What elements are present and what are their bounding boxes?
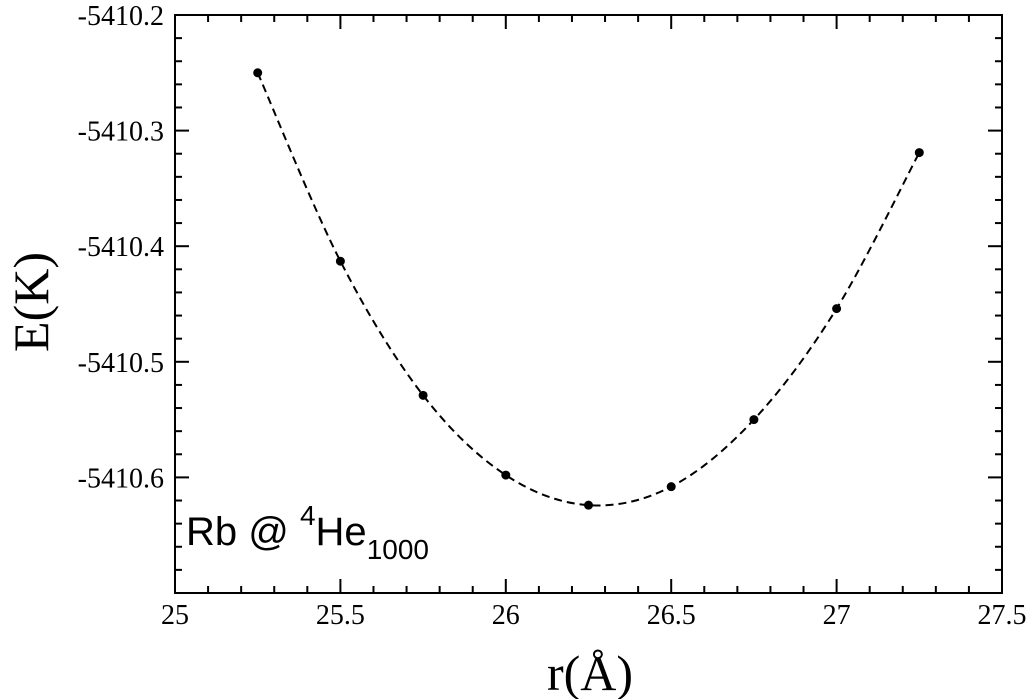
y-tick-label: -5410.5	[78, 348, 164, 379]
y-tick-label: -5410.2	[78, 1, 164, 32]
data-point	[253, 68, 263, 78]
annotation-superscript: 4	[300, 500, 316, 531]
annotation-main: Rb @	[186, 510, 300, 554]
y-axis-label: E(K)	[3, 252, 59, 352]
data-point	[749, 415, 759, 425]
data-point	[418, 390, 428, 400]
data-points	[253, 68, 924, 510]
annotation-element: He	[316, 510, 367, 554]
x-tick-labels: 25 25.5 26 26.5 27 27.5	[161, 600, 1027, 631]
y-tick-label: -5410.3	[78, 117, 164, 148]
data-point	[666, 482, 676, 492]
y-tick-label: -5410.4	[78, 232, 164, 263]
data-point	[832, 304, 842, 314]
data-point	[335, 256, 345, 266]
x-tick-label: 26.5	[647, 600, 696, 631]
dashed-fit-curve	[256, 72, 921, 507]
x-tick-label: 27.5	[978, 600, 1027, 631]
x-tick-label: 25	[161, 600, 189, 631]
x-tick-label: 27	[823, 600, 851, 631]
data-point	[914, 148, 924, 158]
y-tick-labels: -5410.6 -5410.5 -5410.4 -5410.3 -5410.2	[78, 1, 164, 494]
y-tick-label: -5410.6	[78, 463, 164, 494]
annotation-label: Rb @ 4He1000	[186, 500, 429, 565]
x-tick-label: 25.5	[316, 600, 365, 631]
data-point	[501, 470, 511, 480]
x-axis-label: r(Å)	[547, 645, 633, 699]
plot-frame	[174, 14, 1003, 594]
annotation-subscript: 1000	[367, 534, 429, 565]
x-tick-label: 26	[492, 600, 520, 631]
data-point	[584, 500, 593, 510]
